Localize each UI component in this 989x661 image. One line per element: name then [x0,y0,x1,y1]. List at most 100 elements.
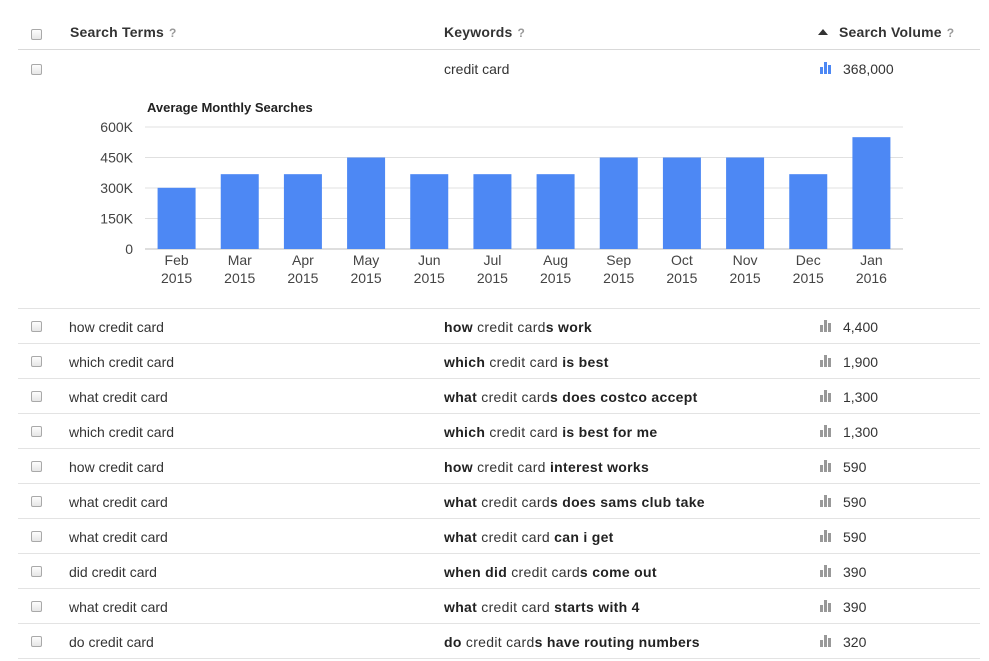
help-icon[interactable]: ? [517,26,526,40]
bar-chart-icon[interactable] [820,355,834,367]
x-tick-label: Dec [796,252,821,268]
y-tick-label: 300K [100,180,133,196]
row-checkbox[interactable] [31,531,42,542]
bar-chart-icon[interactable] [820,425,834,437]
row-checkbox[interactable] [31,391,42,402]
search-term: how credit card [69,459,164,475]
keyword-text[interactable]: how credit cards work [444,319,592,335]
bar-chart-icon[interactable] [820,62,834,74]
column-search-volume[interactable]: Search Volume? [839,24,955,40]
bar-chart-icon[interactable] [820,530,834,542]
help-icon[interactable]: ? [168,26,177,40]
keyword-highlight: what [444,494,478,510]
table-row[interactable]: how credit card how credit cards work 4,40… [0,308,989,343]
keyword-text[interactable]: which credit card is best for me [444,424,657,440]
keyword-match: credit card [507,564,580,580]
search-volume-value: 590 [843,459,867,475]
keyword-match: credit card [485,354,559,370]
chart-bar[interactable] [283,174,322,249]
table-row[interactable]: what credit card what credit cards does c… [0,378,989,413]
search-volume-value: 390 [843,564,867,580]
keyword-highlight: do [444,634,462,650]
bar-chart-icon[interactable] [820,320,834,332]
search-term: what credit card [69,389,168,405]
chart-bar[interactable] [662,157,701,250]
search-volume-value: 4,400 [843,319,879,335]
chart-bar[interactable] [789,174,828,249]
keyword-text[interactable]: do credit cards have routing numbers [444,634,700,650]
x-tick-label: Mar [228,252,252,268]
table-row[interactable]: which credit card which credit card is be… [0,413,989,448]
chart-bar[interactable] [347,157,386,250]
divider [18,623,980,624]
keyword-highlight: when did [444,564,508,580]
x-tick-label: 2015 [540,270,571,286]
divider [18,588,980,589]
help-icon[interactable]: ? [946,26,955,40]
column-search-terms[interactable]: Search Terms? [70,24,177,40]
keyword-text[interactable]: how credit card interest works [444,459,649,475]
divider [18,658,980,659]
x-tick-label: May [353,252,379,268]
table-row[interactable]: what credit card what credit card starts … [0,588,989,623]
keyword-text[interactable]: which credit card is best [444,354,609,370]
select-all-checkbox[interactable] [31,29,42,40]
table-row[interactable]: what credit card what credit card can i g… [0,518,989,553]
row-checkbox[interactable] [31,426,42,437]
divider [18,49,980,50]
sort-ascending-icon[interactable] [818,29,828,35]
keyword-highlight: what [444,529,478,545]
x-tick-label: 2015 [351,270,382,286]
chart-bar[interactable] [473,174,512,249]
chart-bar[interactable] [410,174,449,249]
row-checkbox[interactable] [31,496,42,507]
bar-chart-icon[interactable] [820,565,834,577]
table-row[interactable]: which credit card which credit card is be… [0,343,989,378]
table-header: Search Terms? Keywords? Search Volume? [0,0,989,50]
row-checkbox[interactable] [31,321,42,332]
x-tick-label: 2015 [224,270,255,286]
keyword-text[interactable]: what credit card starts with 4 [444,599,640,615]
chart-bar[interactable] [536,174,575,249]
chart-title: Average Monthly Searches [147,100,313,115]
chart-bar[interactable] [726,157,765,250]
row-checkbox[interactable] [31,601,42,612]
keyword-text[interactable]: when did credit cards come out [444,564,657,580]
table-row[interactable]: how credit card how credit card interest … [0,448,989,483]
chart-bar[interactable] [220,174,259,249]
column-keywords[interactable]: Keywords? [444,24,526,40]
table-row[interactable]: did credit card when did credit cards com… [0,553,989,588]
row-checkbox[interactable] [31,566,42,577]
chart-bar[interactable] [599,157,638,250]
x-tick-label: Apr [292,252,314,268]
keyword-highlight: which [444,424,486,440]
keyword-match: credit card [472,459,546,475]
keyword-match: credit card [477,529,550,545]
divider [18,308,980,309]
table-row[interactable]: do credit card do credit cards have routi… [0,623,989,658]
table-row[interactable]: what credit card what credit cards does s… [0,483,989,518]
keyword-text[interactable]: what credit card can i get [444,529,614,545]
keyword-text[interactable]: what credit cards does sams club take [444,494,705,510]
bar-chart-icon[interactable] [820,600,834,612]
row-checkbox[interactable] [31,356,42,367]
row-checkbox[interactable] [31,64,42,75]
x-tick-label: Jan [860,252,883,268]
divider [18,448,980,449]
search-term: what credit card [69,494,168,510]
row-checkbox[interactable] [31,636,42,647]
keyword-text: credit card [444,61,510,77]
bar-chart-icon[interactable] [820,390,834,402]
row-checkbox[interactable] [31,461,42,472]
divider [18,378,980,379]
bar-chart-icon[interactable] [820,460,834,472]
chart-bar[interactable] [852,137,891,249]
bar-chart-icon[interactable] [820,635,834,647]
bar-chart-icon[interactable] [820,495,834,507]
keyword-text[interactable]: what credit cards does costco accept [444,389,698,405]
x-tick-label: 2016 [856,270,887,286]
keyword-highlight: is best for me [558,424,658,440]
keyword-highlight: which [444,354,486,370]
chart-bar[interactable] [157,187,196,249]
x-tick-label: 2015 [666,270,697,286]
